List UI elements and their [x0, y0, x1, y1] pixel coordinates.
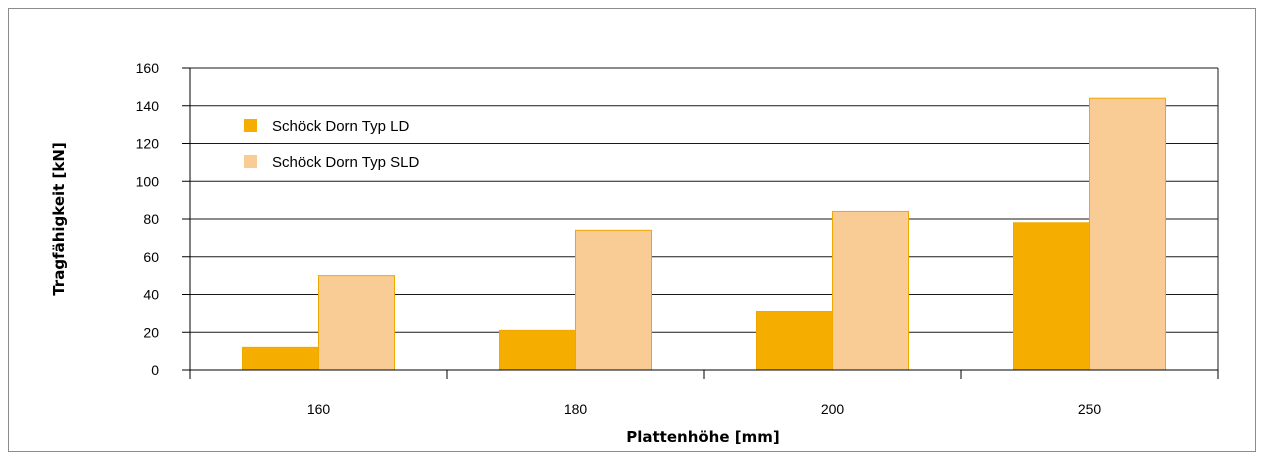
- x-tick-label: 180: [564, 401, 588, 417]
- y-tick-label: 100: [136, 173, 160, 189]
- legend-label-ld: Schöck Dorn Typ LD: [272, 118, 409, 135]
- bar-sld-160: [318, 275, 395, 371]
- y-tick-label: 80: [143, 211, 159, 227]
- y-tick-label: 20: [143, 324, 159, 340]
- bar-sld-250: [1089, 97, 1166, 371]
- y-tick-label: 40: [143, 287, 159, 303]
- y-tick-label: 0: [151, 362, 159, 378]
- x-tick-label: 200: [821, 401, 845, 417]
- bar-ld-160: [242, 346, 319, 371]
- bar-ld-200: [756, 310, 833, 371]
- x-tick-labels: 160 180 200 250: [307, 401, 1102, 417]
- bar-ld-250: [1013, 222, 1090, 371]
- bar-ld-180: [499, 329, 576, 371]
- y-tick-label: 120: [136, 136, 160, 152]
- x-tick-label: 160: [307, 401, 331, 417]
- bar-sld-200: [832, 210, 909, 371]
- y-tick-label: 160: [136, 60, 160, 76]
- x-axis-title: Plattenhöhe [mm]: [626, 428, 779, 446]
- legend-swatch-sld: [244, 155, 257, 168]
- legend-label-sld: Schöck Dorn Typ SLD: [272, 154, 419, 171]
- y-axis-title: Tragfähigkeit [kN]: [50, 142, 68, 296]
- y-tick-labels: 0 20 40 60 80 100 120 140 160: [136, 60, 190, 378]
- bars: [242, 97, 1166, 371]
- y-tick-label: 60: [143, 249, 159, 265]
- bar-sld-180: [575, 229, 652, 371]
- y-tick-label: 140: [136, 98, 160, 114]
- legend-swatch-ld: [244, 119, 257, 132]
- x-tick-label: 250: [1078, 401, 1102, 417]
- legend: Schöck Dorn Typ LD Schöck Dorn Typ SLD: [244, 118, 419, 171]
